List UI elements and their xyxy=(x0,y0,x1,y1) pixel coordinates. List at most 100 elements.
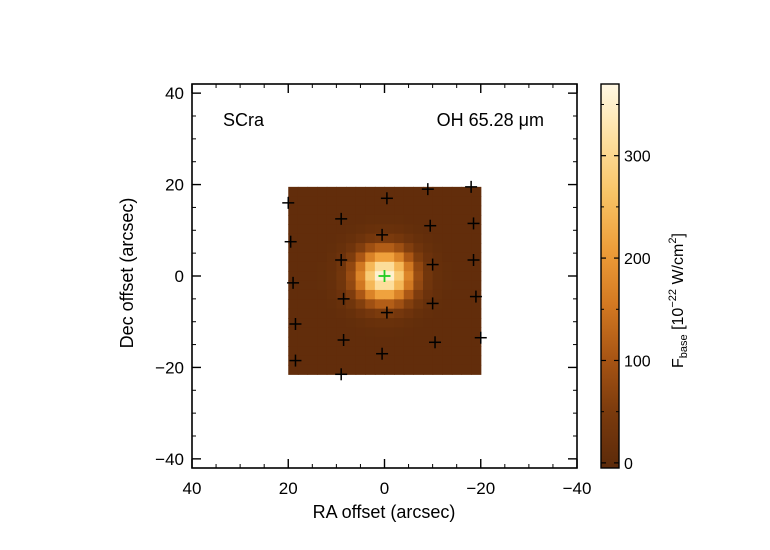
heatmap-cell xyxy=(451,243,463,254)
heatmap-cell xyxy=(471,196,482,207)
heatmap-cell xyxy=(355,271,366,282)
heatmap-cell xyxy=(336,280,347,291)
heatmap-cell xyxy=(423,336,434,347)
heatmap-cell xyxy=(384,280,395,291)
heatmap-cell xyxy=(442,289,453,300)
heatmap-cell xyxy=(355,214,366,225)
heatmap-cell xyxy=(384,346,395,357)
heatmap-cell xyxy=(326,233,337,244)
heatmap-cell xyxy=(461,243,472,254)
heatmap-cell xyxy=(451,308,463,319)
heatmap-cell xyxy=(403,308,414,319)
colorbar-label-exponent: −22 xyxy=(667,289,679,308)
heatmap-cell xyxy=(384,336,395,347)
heatmap-cell xyxy=(336,261,347,272)
heatmap-cell xyxy=(297,308,309,319)
heatmap-cell xyxy=(451,224,463,235)
heatmap-cell xyxy=(432,289,443,300)
heatmap-cell xyxy=(374,318,386,329)
heatmap-cell xyxy=(288,289,299,300)
spaxel-marker xyxy=(282,196,295,209)
heatmap-cell xyxy=(346,196,357,207)
heatmap-cell xyxy=(451,327,463,338)
heatmap-cell xyxy=(374,308,386,319)
heatmap-cell xyxy=(288,364,299,375)
heatmap-cell xyxy=(413,299,424,310)
heatmap-cell xyxy=(413,243,424,254)
heatmap-cell xyxy=(326,214,337,225)
heatmap-cell xyxy=(365,271,376,282)
heatmap-cell xyxy=(442,280,453,291)
heatmap-cell xyxy=(442,327,453,338)
heatmap-cell xyxy=(432,355,443,366)
heatmap-cell xyxy=(394,205,405,216)
spaxel-marker xyxy=(289,354,302,367)
heatmap-cell xyxy=(442,271,453,282)
heatmap-cell xyxy=(403,196,414,207)
heatmap-cell xyxy=(413,327,424,338)
heatmap-cell xyxy=(384,327,395,338)
heatmap-cell xyxy=(461,299,472,310)
heatmap-cell xyxy=(423,271,434,282)
heatmap-cell xyxy=(432,224,443,235)
heatmap-cell xyxy=(471,355,482,366)
heatmap-cell xyxy=(403,355,414,366)
heatmap-cell xyxy=(423,280,434,291)
heatmap-cell xyxy=(423,364,434,375)
colorbar-label-units: W/cm xyxy=(670,244,687,289)
heatmap-cell xyxy=(288,243,299,254)
heatmap-cell xyxy=(355,364,366,375)
spaxel-marker xyxy=(337,292,350,305)
colorbar-label-close: ] xyxy=(670,233,687,237)
heatmap-cell xyxy=(374,364,386,375)
heatmap-cell xyxy=(394,224,405,235)
heatmap-cell xyxy=(374,214,386,225)
heatmap-cell xyxy=(471,224,482,235)
heatmap-cell xyxy=(442,299,453,310)
spaxel-marker xyxy=(469,290,482,303)
heatmap-cell xyxy=(471,327,482,338)
heatmap-cell xyxy=(297,196,309,207)
heatmap-cell xyxy=(432,327,443,338)
heatmap-cell xyxy=(394,196,405,207)
heatmap-cell xyxy=(346,355,357,366)
heatmap-cell xyxy=(317,252,328,263)
heatmap-cell xyxy=(394,318,405,329)
heatmap-cell xyxy=(442,318,453,329)
heatmap-cell xyxy=(461,308,472,319)
heatmap-cell xyxy=(307,336,318,347)
heatmap-cell xyxy=(423,243,434,254)
heatmap-cell xyxy=(355,196,366,207)
heatmap-cell xyxy=(451,355,463,366)
heatmap-cell xyxy=(461,318,472,329)
heatmap-cell xyxy=(384,308,395,319)
heatmap-cell xyxy=(413,280,424,291)
heatmap-cell xyxy=(394,308,405,319)
heatmap-cell xyxy=(413,261,424,272)
heatmap-cell xyxy=(442,252,453,263)
heatmap-cell xyxy=(307,364,318,375)
heatmap-cell xyxy=(326,261,337,272)
heatmap-cell xyxy=(423,355,434,366)
spaxel-marker xyxy=(429,336,442,349)
heatmap-cell xyxy=(288,214,299,225)
heatmap-cell xyxy=(317,271,328,282)
heatmap-cell xyxy=(326,289,337,300)
heatmap-cell xyxy=(432,205,443,216)
heatmap-cell xyxy=(346,327,357,338)
spaxel-marker xyxy=(426,297,439,310)
heatmap-cell xyxy=(471,318,482,329)
heatmap-cell xyxy=(423,289,434,300)
heatmap-cell xyxy=(297,364,309,375)
x-axis-title: RA offset (arcsec) xyxy=(313,502,456,522)
heatmap-cell xyxy=(432,299,443,310)
heatmap-cell xyxy=(413,336,424,347)
heatmap-cell xyxy=(403,318,414,329)
heatmap-cell xyxy=(471,205,482,216)
x-tick-label: 0 xyxy=(380,479,389,498)
heatmap-cell xyxy=(374,327,386,338)
spaxel-marker xyxy=(284,235,297,248)
heatmap-cell xyxy=(403,233,414,244)
heatmap-cell xyxy=(288,308,299,319)
heatmap-cell xyxy=(355,243,366,254)
